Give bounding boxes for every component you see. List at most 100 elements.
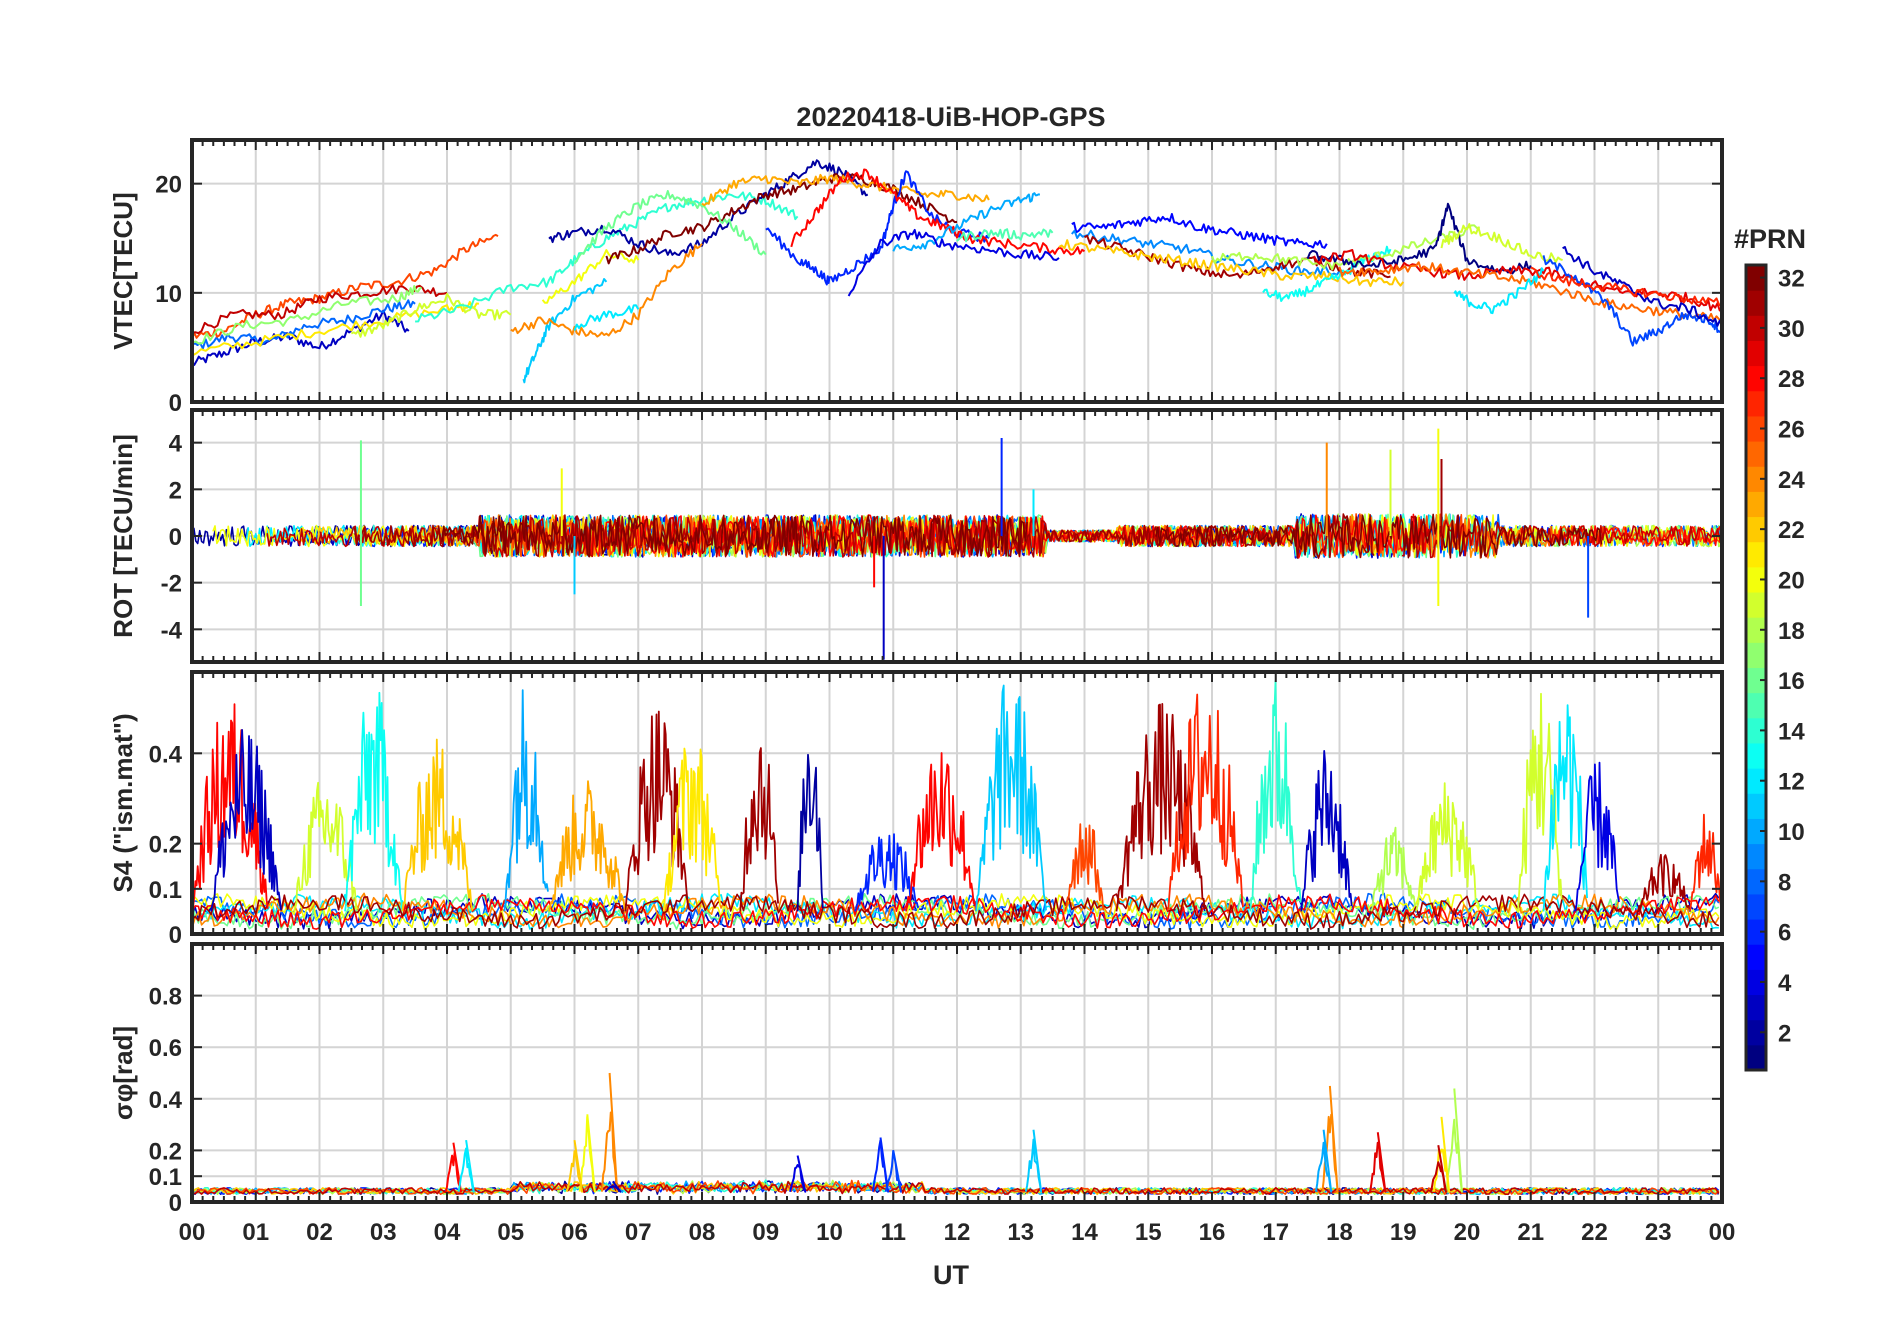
colorbar-tick-label: 8: [1778, 869, 1791, 896]
colorbar-swatch-prn-28: [1746, 365, 1766, 392]
colorbar-swatch-prn-29: [1746, 340, 1766, 367]
colorbar-swatch-prn-12: [1746, 768, 1766, 794]
colorbar-title: #PRN: [1734, 224, 1806, 254]
x-tick-label: 09: [752, 1219, 779, 1246]
vtec-series-prn-4: [847, 228, 1060, 297]
colorbar-swatch-prn-23: [1746, 491, 1766, 518]
y-tick-label: 20: [155, 172, 182, 199]
y-tick-label: 0.6: [149, 1035, 182, 1062]
s4-burst-prn-31: [1115, 703, 1206, 912]
colorbar-swatch-prn-30: [1746, 315, 1766, 341]
vtec-series-prn-19: [350, 293, 512, 338]
panel-frame: [190, 670, 1724, 936]
s4-baseline-prn-28: [192, 893, 1720, 930]
s4-burst-prn-27: [1689, 813, 1722, 912]
colorbar-tick-label: 12: [1778, 769, 1805, 796]
colorbar-tick-label: 4: [1778, 970, 1792, 997]
x-tick-label: 13: [1007, 1219, 1034, 1246]
plot-area: [192, 428, 1722, 660]
colorbar-tick-label: 20: [1778, 567, 1805, 594]
colorbar-swatch-prn-19: [1746, 592, 1766, 618]
x-tick-label: 15: [1135, 1219, 1162, 1246]
s4-burst-prn-19: [293, 781, 358, 912]
y-tick-label: -4: [161, 617, 183, 644]
rot-series-prn-26: [474, 514, 1203, 558]
sigma-spike-prn-3: [604, 1180, 622, 1193]
colorbar-swatch-prn-20: [1746, 566, 1766, 593]
colorbar-swatch-prn-1: [1746, 1044, 1766, 1071]
y-tick-label: 4: [169, 431, 183, 458]
vtec-series-prn-3: [1562, 246, 1722, 327]
sigma-spike-prn-12: [457, 1139, 475, 1193]
s4-burst-prn-22: [401, 738, 474, 912]
y-tick-label: -2: [161, 571, 182, 598]
colorbar-swatch-prn-26: [1746, 415, 1766, 442]
vtec-series-prn-11: [522, 278, 608, 384]
sigma-spike-prn-7: [884, 1149, 902, 1193]
x-tick-label: 17: [1262, 1219, 1289, 1246]
vtec-series-prn-22: [1058, 239, 1405, 288]
sigma-spike-prn-30: [1429, 1145, 1447, 1193]
y-axis-label: S4 ("ism.mat"): [108, 713, 138, 892]
y-tick-label: 10: [155, 281, 182, 308]
colorbar-swatch-prn-11: [1746, 793, 1766, 819]
panel-frame: [190, 138, 1724, 404]
x-tick-label: 07: [625, 1219, 652, 1246]
colorbar-swatch-prn-21: [1746, 541, 1766, 568]
s4-burst-prn-31: [624, 710, 690, 912]
panel-frame: [190, 408, 1724, 664]
y-tick-label: 0: [169, 524, 182, 551]
rot-series-prn-31: [353, 514, 801, 558]
panel-VTEC: 0 10 20 VTEC[TECU]: [108, 138, 1724, 417]
vtec-series-prn-16: [573, 190, 767, 265]
y-tick-label: 0.1: [149, 877, 182, 904]
x-tick-label: 14: [1071, 1219, 1098, 1246]
panel-frame: [190, 942, 1724, 1204]
y-tick-label: 0.4: [149, 741, 183, 768]
vtec-series-prn-5: [1071, 213, 1328, 249]
s4-burst-prn-18: [1370, 826, 1416, 912]
x-tick-label: 04: [434, 1219, 461, 1246]
x-tick-label: 23: [1645, 1219, 1672, 1246]
colorbar-tick-label: 18: [1778, 618, 1805, 645]
y-tick-label: 0: [169, 390, 182, 417]
colorbar-swatch-prn-3: [1746, 994, 1766, 1021]
colorbar-swatch-prn-14: [1746, 717, 1766, 744]
x-tick-labels: 00 01 02 03 04 05 06 07 08 09 10 11 12 13 14 15 16 17 18 19…: [179, 1219, 1736, 1246]
x-tick-label: 19: [1390, 1219, 1417, 1246]
vtec-series-prn-28: [790, 168, 1086, 256]
colorbar-tick-label: 28: [1778, 366, 1805, 393]
x-tick-label: 03: [370, 1219, 397, 1246]
colorbar-swatch-prn-31: [1746, 290, 1766, 316]
colorbar-swatch-prn-5: [1746, 944, 1766, 970]
x-tick-label: 12: [944, 1219, 971, 1246]
x-tick-label: 00: [179, 1219, 206, 1246]
y-tick-label: 2: [169, 477, 182, 504]
x-tick-label: 18: [1326, 1219, 1353, 1246]
colorbar-swatch-prn-9: [1746, 843, 1766, 870]
y-tick-label: 0.4: [149, 1087, 183, 1114]
colorbar-tick-label: 26: [1778, 417, 1805, 444]
colorbar-swatch-prn-13: [1746, 742, 1766, 769]
colorbar-swatch-prn-7: [1746, 893, 1766, 920]
vtec-series-prn-17: [192, 285, 423, 345]
sigma-spike-prn-18: [1445, 1088, 1463, 1193]
colorbar-swatch-prn-32: [1746, 265, 1766, 291]
s4-burst-prn-12: [1542, 704, 1588, 912]
figure-title: 20220418-UiB-HOP-GPS: [796, 102, 1105, 132]
y-tick-label: 0: [169, 1190, 182, 1217]
vtec-series-prn-24: [510, 243, 703, 338]
y-tick-label: 0.2: [149, 832, 182, 859]
y-tick-label: 0.2: [149, 1138, 182, 1165]
colorbar-tick-label: 14: [1778, 718, 1805, 745]
vtec-series-prn-21: [192, 300, 480, 357]
sigma-spike-prn-20: [578, 1114, 596, 1193]
x-tick-label: 00: [1709, 1219, 1736, 1246]
vtec-series-prn-10: [892, 192, 1041, 252]
colorbar-swatch-prn-16: [1746, 667, 1766, 694]
vtec-series-prn-12: [573, 304, 640, 331]
colorbar-swatch-prn-17: [1746, 642, 1766, 668]
colorbar-swatch-prn-8: [1746, 868, 1766, 895]
